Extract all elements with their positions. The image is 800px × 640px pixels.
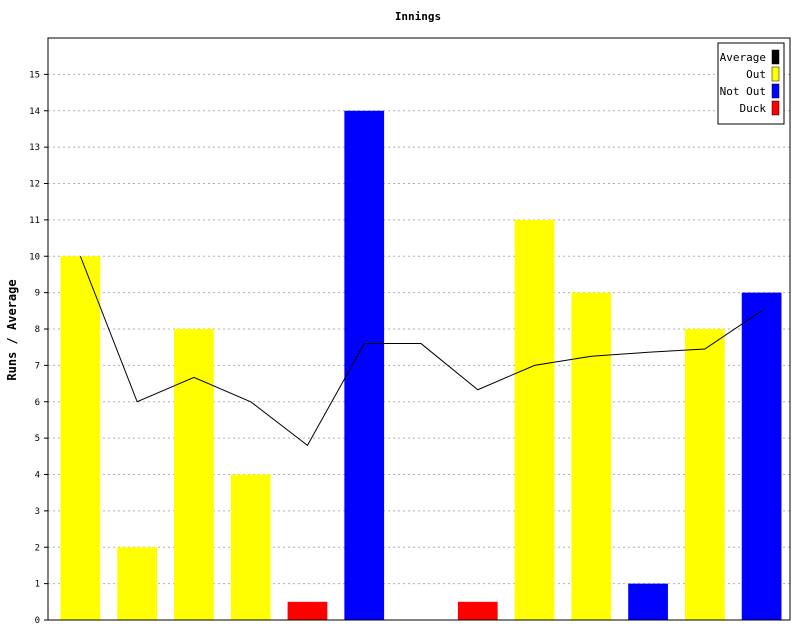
legend-label-average: Average (720, 51, 766, 64)
y-tick-label: 4 (35, 471, 40, 481)
bar-2-out (117, 547, 158, 620)
bar-12-out (684, 329, 725, 620)
bar-13-not-out (741, 292, 782, 620)
y-tick-label: 9 (35, 289, 40, 299)
y-tick-label: 15 (29, 70, 40, 80)
bar-layer (60, 110, 782, 620)
y-axis-label: Runs / Average (5, 279, 19, 380)
legend-swatch-average (771, 49, 780, 65)
y-tick-label: 14 (29, 107, 40, 117)
y-tick-label: 1 (35, 580, 40, 590)
y-tick-label: 13 (29, 143, 40, 153)
legend-label-out: Out (746, 68, 766, 81)
legend: Average Out Not Out Duck (717, 42, 785, 125)
average-line (79, 256, 762, 447)
grid-layer (48, 73, 790, 585)
bar-10-out (571, 292, 612, 620)
bar-4-out (230, 474, 271, 620)
chart-title: Innings (395, 10, 441, 23)
bar-6-not-out (344, 110, 385, 620)
average-line-layer (79, 256, 762, 447)
y-tick-label: 0 (35, 616, 40, 626)
y-tick-label: 6 (35, 398, 40, 408)
y-tick-label: 7 (35, 361, 40, 371)
bar-8-duck (457, 601, 498, 620)
y-tick-label: 3 (35, 507, 40, 517)
legend-label-not-out: Not Out (720, 85, 766, 98)
y-tick-label: 2 (35, 543, 40, 553)
legend-items: Average Out Not Out Duck (720, 49, 780, 116)
legend-swatch-not-out (771, 83, 780, 99)
y-tick-label: 12 (29, 180, 40, 190)
bar-1-out (60, 256, 101, 620)
y-tick-label: 10 (29, 252, 40, 262)
y-tick-label: 5 (35, 434, 40, 444)
legend-label-duck: Duck (740, 102, 767, 115)
y-tick-label: 11 (29, 216, 40, 226)
legend-swatch-out (771, 66, 780, 82)
legend-swatch-duck (771, 100, 780, 116)
plot-frame (47, 37, 791, 621)
y-tick-label: 8 (35, 325, 40, 335)
bar-3-out (174, 329, 214, 620)
bar-11-not-out (628, 583, 668, 620)
bar-9-out (514, 219, 555, 620)
bar-5-duck (287, 601, 328, 620)
